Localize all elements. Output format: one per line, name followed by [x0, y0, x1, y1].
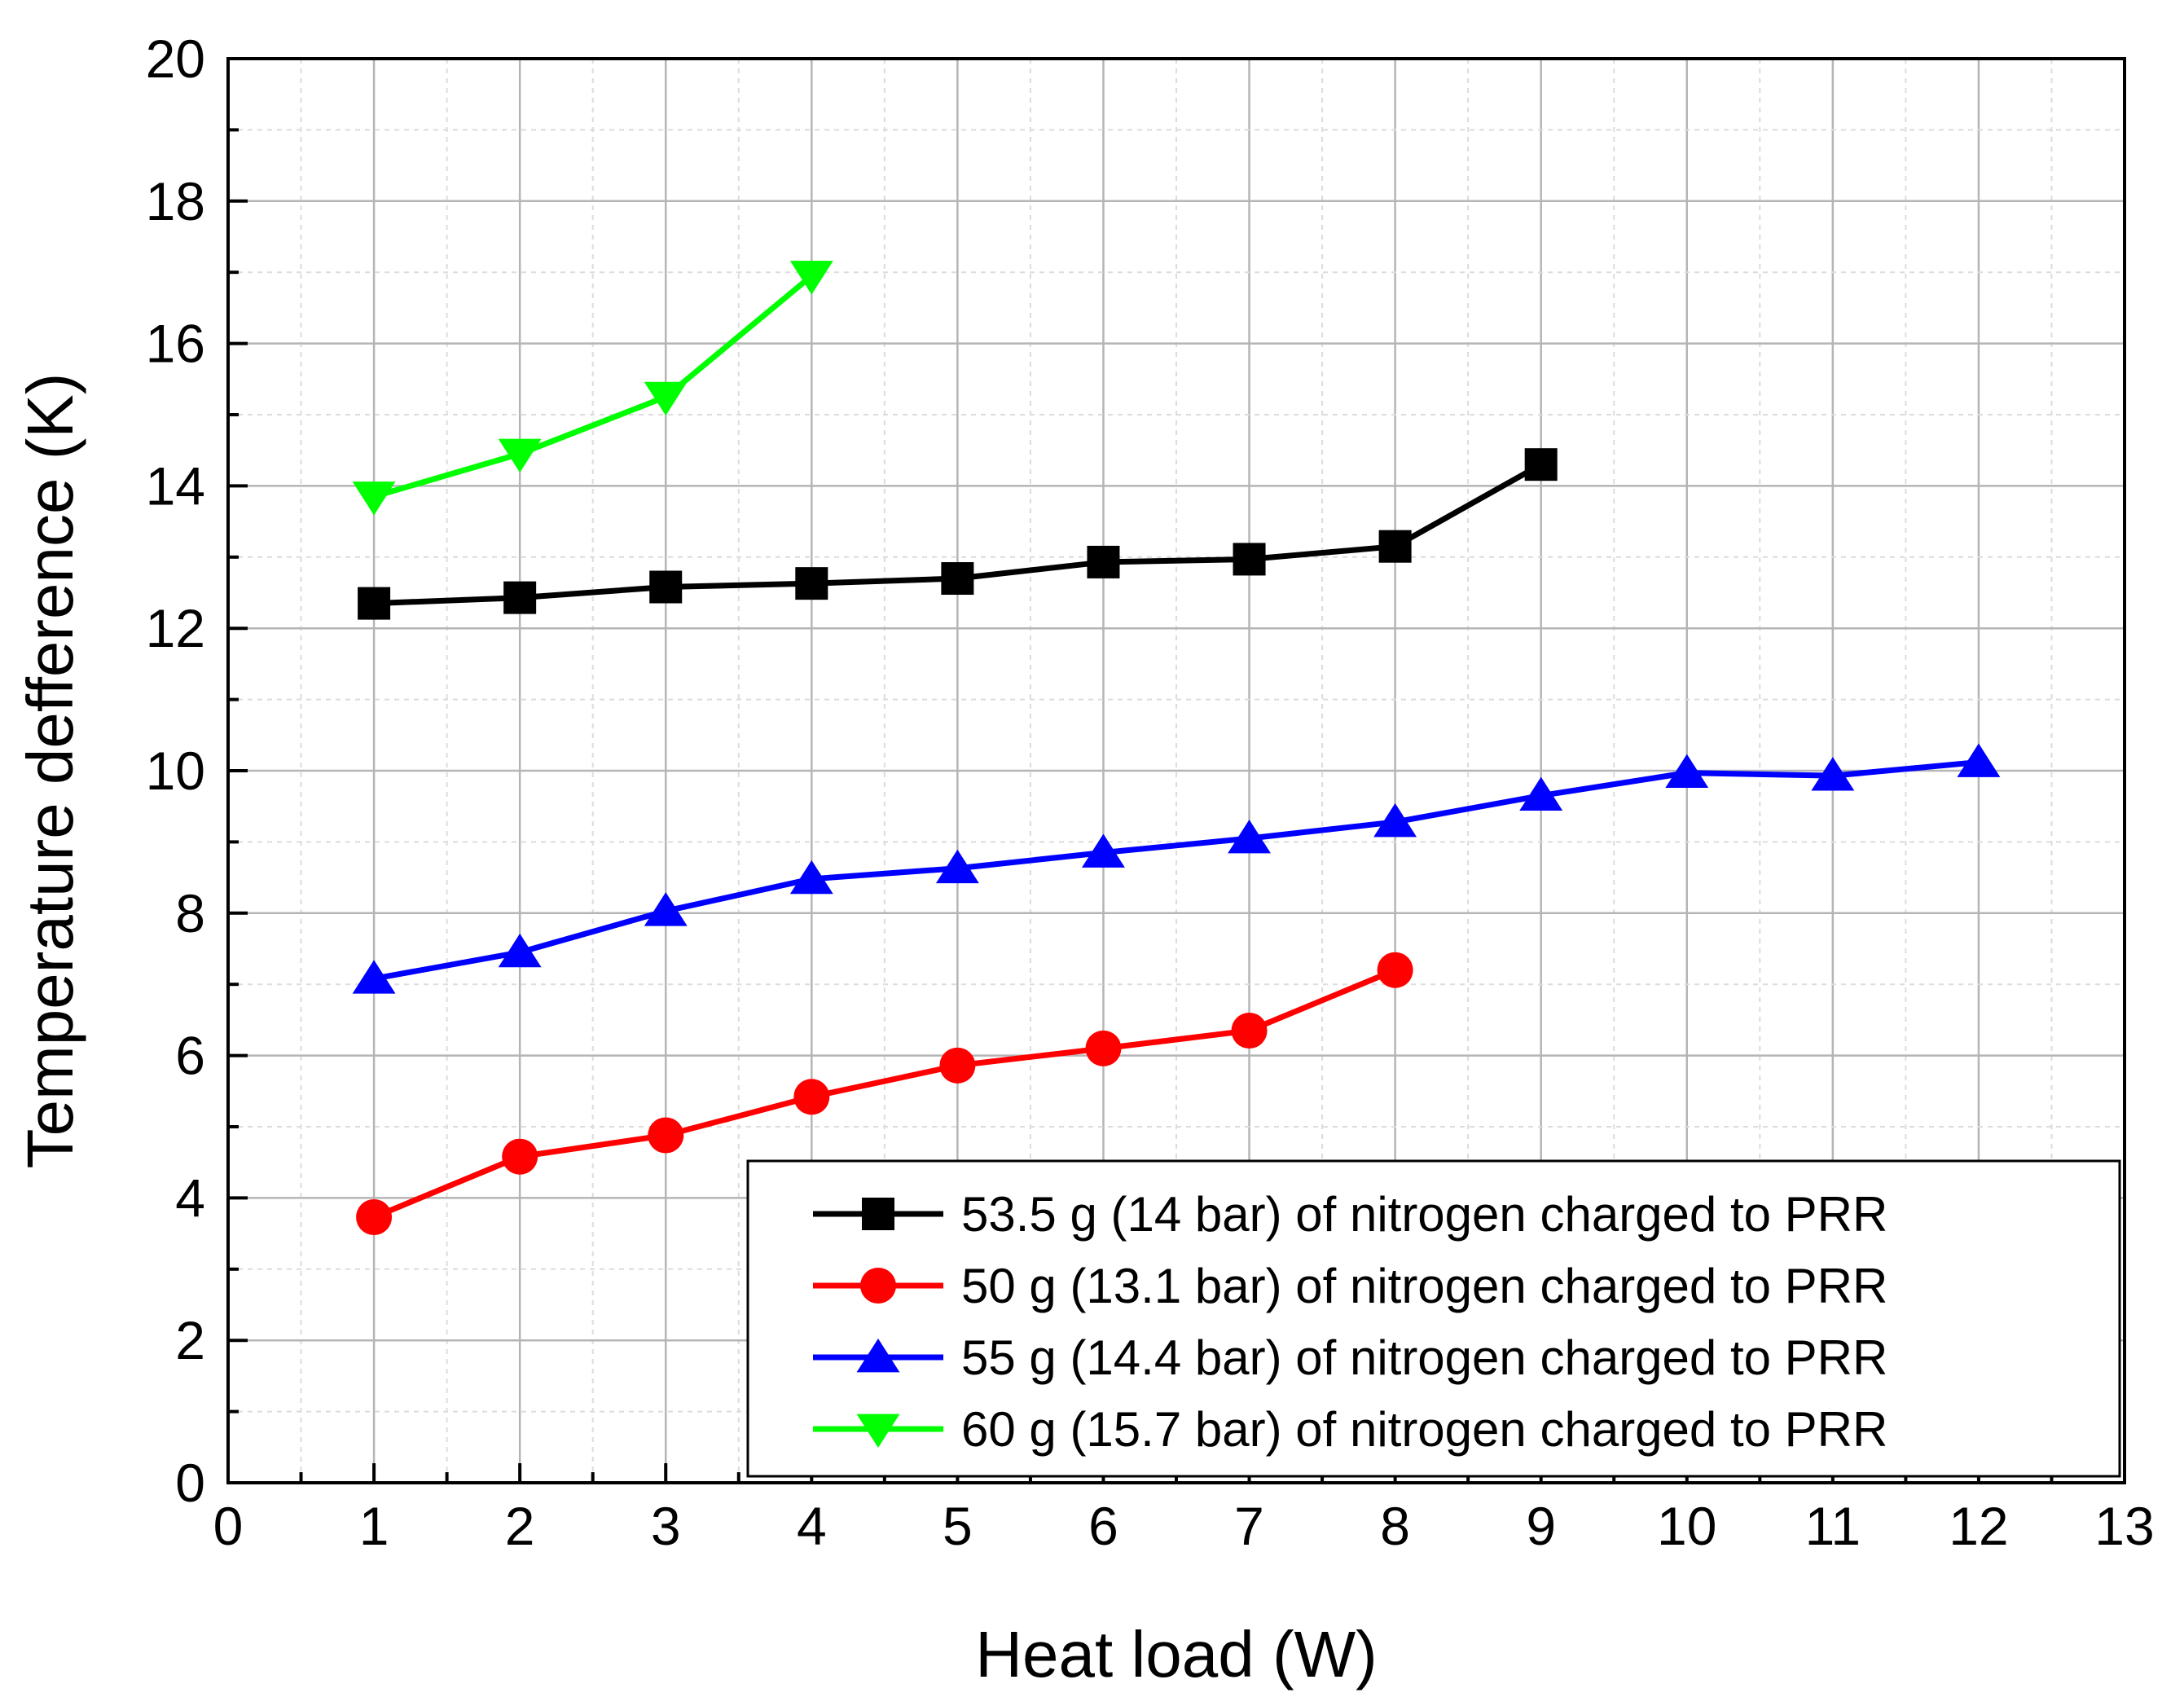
y-tick-label: 12: [146, 598, 205, 658]
series-line: [373, 759, 1980, 982]
data-point: [1519, 776, 1563, 811]
data-point: [1233, 543, 1266, 576]
data-point: [789, 261, 833, 295]
data-point: [498, 933, 542, 968]
data-point: [502, 1138, 538, 1175]
series-2: [356, 952, 1413, 1235]
data-point: [358, 587, 391, 620]
data-point: [352, 481, 396, 516]
y-tick-label: 6: [175, 1026, 205, 1086]
x-tick-label: 6: [1088, 1496, 1118, 1556]
legend-marker: [862, 1198, 894, 1230]
legend-item: 50 g (13.1 bar) of nitrogen charged to P…: [813, 1259, 1887, 1313]
x-axis-title: Heat load (W): [975, 1618, 1377, 1691]
data-point: [793, 1079, 830, 1115]
data-point: [1665, 754, 1709, 789]
data-point: [1085, 1030, 1122, 1066]
series-line: [373, 273, 814, 499]
series-4: [352, 261, 833, 516]
series-line: [372, 967, 1396, 1220]
data-point: [789, 860, 833, 895]
x-tick-label: 0: [213, 1496, 244, 1556]
data-point: [644, 892, 688, 926]
y-tick-label: 18: [146, 171, 205, 231]
x-tick-label: 11: [1805, 1496, 1861, 1556]
data-point: [939, 1047, 976, 1084]
series-3: [352, 743, 2001, 994]
data-point: [644, 381, 688, 416]
data-point: [795, 567, 828, 600]
data-point: [1373, 802, 1417, 838]
y-tick-label: 0: [175, 1453, 205, 1513]
legend-label: 55 g (14.4 bar) of nitrogen charged to P…: [961, 1330, 1887, 1385]
data-point: [1378, 530, 1412, 563]
legend-item: 55 g (14.4 bar) of nitrogen charged to P…: [813, 1330, 1887, 1385]
y-tick-label: 4: [175, 1167, 205, 1228]
x-tick-label: 2: [505, 1496, 535, 1556]
series-layer: [352, 261, 2001, 1235]
legend-item: 60 g (15.7 bar) of nitrogen charged to P…: [813, 1402, 1887, 1457]
legend-marker: [856, 1414, 900, 1448]
data-point: [1231, 1013, 1268, 1049]
x-tick-label: 7: [1234, 1496, 1264, 1556]
y-tick-label: 10: [146, 741, 205, 801]
data-point: [1082, 833, 1125, 868]
data-point: [1811, 757, 1855, 791]
x-tick-label: 3: [651, 1496, 681, 1556]
data-point: [356, 1198, 393, 1235]
data-point: [649, 570, 683, 604]
data-point: [352, 960, 396, 994]
legend-item: 53.5 g (14 bar) of nitrogen charged to P…: [813, 1187, 1887, 1242]
x-tick-label: 4: [797, 1496, 827, 1556]
y-tick-label: 8: [175, 883, 205, 943]
data-point: [498, 438, 542, 473]
y-tick-label: 14: [146, 455, 205, 516]
data-point: [1957, 743, 2001, 777]
data-point: [1377, 952, 1413, 988]
data-point: [935, 849, 979, 884]
x-tick-label: 5: [943, 1496, 973, 1556]
legend-label: 60 g (15.7 bar) of nitrogen charged to P…: [961, 1402, 1887, 1457]
x-tick-label: 9: [1526, 1496, 1556, 1556]
data-point: [1228, 820, 1271, 854]
x-tick-label: 12: [1949, 1496, 2008, 1556]
x-tick-label: 1: [359, 1496, 389, 1556]
legend-box: [746, 1159, 2121, 1478]
data-point: [503, 581, 537, 614]
y-tick-label: 20: [146, 29, 205, 89]
y-tick-label: 2: [175, 1310, 205, 1370]
x-tick-label: 13: [2094, 1496, 2154, 1556]
data-point: [941, 562, 974, 596]
x-tick-label: 8: [1380, 1496, 1410, 1556]
y-tick-label: 16: [146, 314, 205, 374]
legend: 53.5 g (14 bar) of nitrogen charged to P…: [746, 1159, 2121, 1478]
x-tick-label: 10: [1657, 1496, 1716, 1556]
legend-marker: [856, 1339, 900, 1373]
data-point: [1087, 545, 1120, 578]
series-1: [358, 448, 1558, 620]
y-axis-title: Temperature defference (K): [14, 373, 86, 1169]
data-point: [648, 1117, 684, 1154]
data-point: [1524, 448, 1558, 481]
legend-label: 53.5 g (14 bar) of nitrogen charged to P…: [961, 1187, 1887, 1242]
legend-marker: [860, 1268, 896, 1304]
legend-label: 50 g (13.1 bar) of nitrogen charged to P…: [961, 1259, 1887, 1313]
